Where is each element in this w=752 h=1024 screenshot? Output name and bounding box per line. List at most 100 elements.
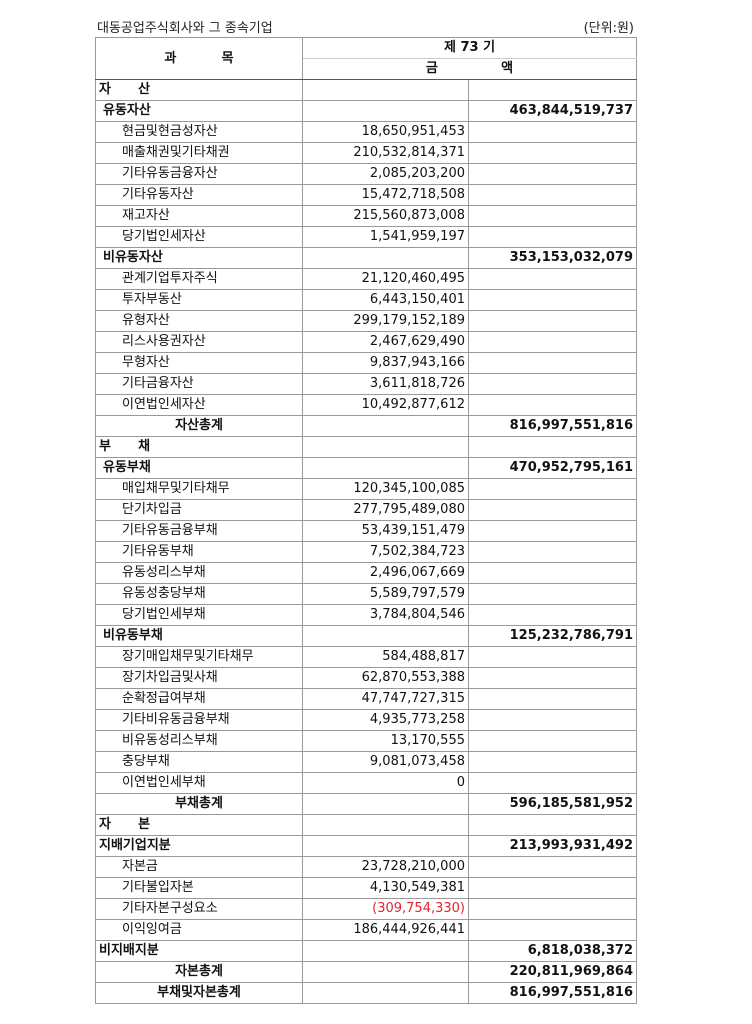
item-amount: 584,488,817	[302, 646, 469, 668]
table-row: 기타유동금융자산 2,085,203,200	[95, 163, 638, 185]
subtotal-amount	[467, 772, 638, 794]
subtotal-amount	[467, 604, 638, 626]
amount-header: 금 액	[301, 58, 638, 80]
account-label: 자본금	[95, 856, 303, 878]
item-amount	[302, 940, 469, 962]
subtotal-amount	[467, 478, 638, 500]
item-amount: 15,472,718,508	[302, 184, 469, 206]
section-row: 부 채	[95, 436, 638, 458]
item-amount	[302, 814, 469, 836]
company-name: 대동공업주식회사와 그 종속기업	[97, 21, 273, 36]
item-amount	[302, 436, 469, 458]
item-amount: 2,467,629,490	[302, 331, 469, 353]
section-row: 자 본	[95, 814, 638, 836]
item-amount	[302, 793, 469, 815]
item-amount	[302, 79, 469, 101]
account-label: 자 산	[95, 79, 303, 101]
table-row: 당기법인세자산 1,541,959,197	[95, 226, 638, 248]
account-label: 재고자산	[95, 205, 303, 227]
subtotal-amount	[467, 520, 638, 542]
account-label: 투자부동산	[95, 289, 303, 311]
subtotal-amount	[467, 205, 638, 227]
subtotal-amount	[467, 541, 638, 563]
item-amount: 0	[302, 772, 469, 794]
subtotal-amount	[467, 877, 638, 899]
account-label: 기타유동자산	[95, 184, 303, 206]
table-row: 장기매입채무및기타채무 584,488,817	[95, 646, 638, 668]
account-label: 당기법인세부채	[95, 604, 303, 626]
item-amount: 299,179,152,189	[302, 310, 469, 332]
item-amount: 47,747,727,315	[302, 688, 469, 710]
item-amount: 186,444,926,441	[302, 919, 469, 941]
table-row: 매출채권및기타채권 210,532,814,371	[95, 142, 638, 164]
group0-row: 지배기업지분 213,993,931,492	[95, 835, 638, 857]
table-row: 관계기업투자주식 21,120,460,495	[95, 268, 638, 290]
account-label: 기타불입자본	[95, 877, 303, 899]
item-amount: 9,837,943,166	[302, 352, 469, 374]
subtotal-amount	[467, 121, 638, 143]
account-label: 기타유동부채	[95, 541, 303, 563]
subtotal-amount	[467, 331, 638, 353]
subtotal-amount: 596,185,581,952	[467, 793, 638, 815]
account-label: 유형자산	[95, 310, 303, 332]
subtotal-amount: 816,997,551,816	[467, 982, 638, 1004]
total-row: 자본총계 220,811,969,864	[95, 961, 638, 983]
subtotal-amount	[467, 499, 638, 521]
account-label: 기타유동금융부채	[95, 520, 303, 542]
item-amount: 10,492,877,612	[302, 394, 469, 416]
account-label: 당기법인세자산	[95, 226, 303, 248]
subtotal-amount	[467, 352, 638, 374]
table-row: 이연법인세자산 10,492,877,612	[95, 394, 638, 416]
account-label: 자본총계	[95, 961, 303, 983]
subtotal-amount	[467, 310, 638, 332]
item-amount: 21,120,460,495	[302, 268, 469, 290]
account-label: 매출채권및기타채권	[95, 142, 303, 164]
account-label: 장기매입채무및기타채무	[95, 646, 303, 668]
table-row: 기타비유동금융부채 4,935,773,258	[95, 709, 638, 731]
account-label: 무형자산	[95, 352, 303, 374]
subtotal-amount	[467, 79, 638, 101]
account-label: 리스사용권자산	[95, 331, 303, 353]
item-amount	[302, 982, 469, 1004]
item-amount	[302, 835, 469, 857]
subtotal-amount	[467, 268, 638, 290]
item-amount	[302, 457, 469, 479]
table-row: 기타유동부채 7,502,384,723	[95, 541, 638, 563]
item-amount: 5,589,797,579	[302, 583, 469, 605]
table-row: 무형자산 9,837,943,166	[95, 352, 638, 374]
item-amount: 7,502,384,723	[302, 541, 469, 563]
account-label: 단기차입금	[95, 499, 303, 521]
account-label: 비유동부채	[95, 625, 303, 647]
item-amount: 277,795,489,080	[302, 499, 469, 521]
total-row: 부채및자본총계 816,997,551,816	[95, 982, 638, 1004]
item-amount: 18,650,951,453	[302, 121, 469, 143]
header-row: 과 목 제 73 기	[95, 37, 638, 80]
table-row: 기타불입자본 4,130,549,381	[95, 877, 638, 899]
account-label: 지배기업지분	[95, 835, 303, 857]
table-row: 순확정급여부채 47,747,727,315	[95, 688, 638, 710]
subtotal-amount: 816,997,551,816	[467, 415, 638, 437]
account-label: 유동자산	[95, 100, 303, 122]
unit-label: (단위:원)	[583, 21, 634, 36]
account-label: 기타자본구성요소	[95, 898, 303, 920]
table-row: 이연법인세부채 0	[95, 772, 638, 794]
subtotal-amount: 470,952,795,161	[467, 457, 638, 479]
table-row: 유동성충당부채 5,589,797,579	[95, 583, 638, 605]
account-label: 매입채무및기타채무	[95, 478, 303, 500]
table-row: 장기차입금및사채 62,870,553,388	[95, 667, 638, 689]
item-amount	[302, 247, 469, 269]
item-amount: 13,170,555	[302, 730, 469, 752]
table-row: 비유동성리스부채 13,170,555	[95, 730, 638, 752]
item-amount	[302, 100, 469, 122]
subtotal-amount	[467, 814, 638, 836]
item-amount: 6,443,150,401	[302, 289, 469, 311]
group-row: 유동부채 470,952,795,161	[95, 457, 638, 479]
item-amount: 53,439,151,479	[302, 520, 469, 542]
subtotal-amount	[467, 436, 638, 458]
table-row: 유형자산 299,179,152,189	[95, 310, 638, 332]
table-row: 리스사용권자산 2,467,629,490	[95, 331, 638, 353]
group0-row: 비지배지분 6,818,038,372	[95, 940, 638, 962]
table-row: 당기법인세부채 3,784,804,546	[95, 604, 638, 626]
subtotal-amount: 6,818,038,372	[467, 940, 638, 962]
account-label: 기타금융자산	[95, 373, 303, 395]
